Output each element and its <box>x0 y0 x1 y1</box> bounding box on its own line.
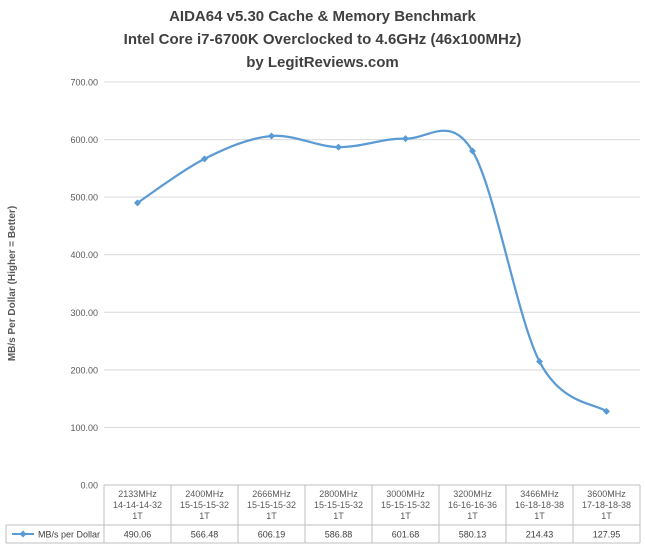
legend-series-label: MB/s per Dollar <box>38 530 100 540</box>
table-value-label: 606.19 <box>258 530 286 540</box>
y-tick-label: 100.00 <box>70 423 98 433</box>
y-tick-label: 0.00 <box>80 481 98 491</box>
data-point <box>134 199 141 207</box>
x-category-label: 17-18-18-38 <box>582 500 631 510</box>
data-point <box>536 358 543 366</box>
data-point <box>469 147 476 155</box>
x-category-label: 16-16-16-36 <box>448 500 497 510</box>
y-tick-label: 500.00 <box>70 193 98 203</box>
x-category-label: 1T <box>400 511 411 521</box>
data-point <box>201 155 208 163</box>
x-category-label: 14-14-14-32 <box>113 500 162 510</box>
x-category-label: 1T <box>601 511 612 521</box>
x-category-label: 3600MHz <box>587 489 626 499</box>
x-category-label: 1T <box>132 511 143 521</box>
chart-title-line-3: by LegitReviews.com <box>246 54 399 71</box>
chart-title-line-1: AIDA64 v5.30 Cache & Memory Benchmark <box>169 8 476 25</box>
data-point <box>402 135 409 143</box>
x-category-label: 2666MHz <box>252 489 291 499</box>
series-line <box>136 129 608 413</box>
table-value-label: 214.43 <box>526 530 554 540</box>
data-point <box>268 132 275 140</box>
y-tick-label: 600.00 <box>70 135 98 145</box>
x-category-label: 3000MHz <box>386 489 425 499</box>
x-category-label: 15-15-15-32 <box>247 500 296 510</box>
y-tick-label: 400.00 <box>70 250 98 260</box>
table-value-label: 601.68 <box>392 530 420 540</box>
x-category-label: 15-15-15-32 <box>381 500 430 510</box>
x-category-label: 1T <box>266 511 277 521</box>
table-value-label: 566.48 <box>191 530 219 540</box>
data-point <box>603 407 610 415</box>
data-point <box>335 143 342 151</box>
legend-marker-swatch <box>19 530 27 538</box>
y-axis-title: MB/s Per Dollar (Higher = Better) <box>7 206 18 361</box>
y-tick-label: 200.00 <box>70 365 98 375</box>
y-tick-label: 700.00 <box>70 78 98 88</box>
x-category-label: 1T <box>199 511 210 521</box>
x-category-label: 16-18-18-38 <box>515 500 564 510</box>
x-category-label: 2800MHz <box>319 489 358 499</box>
table-value-label: 127.95 <box>593 530 621 540</box>
table-value-label: 490.06 <box>124 530 152 540</box>
chart-title-line-2: Intel Core i7-6700K Overclocked to 4.6GH… <box>123 31 522 48</box>
x-category-label: 2400MHz <box>185 489 224 499</box>
x-category-label: 1T <box>467 511 478 521</box>
x-category-label: 15-15-15-32 <box>180 500 229 510</box>
table-value-label: 586.88 <box>325 530 353 540</box>
x-category-label: 1T <box>333 511 344 521</box>
x-category-label: 3466MHz <box>520 489 559 499</box>
x-category-label: 15-15-15-32 <box>314 500 363 510</box>
table-value-label: 580.13 <box>459 530 487 540</box>
x-category-label: 1T <box>534 511 545 521</box>
x-category-label: 2133MHz <box>118 489 157 499</box>
y-tick-label: 300.00 <box>70 308 98 318</box>
x-category-label: 3200MHz <box>453 489 492 499</box>
